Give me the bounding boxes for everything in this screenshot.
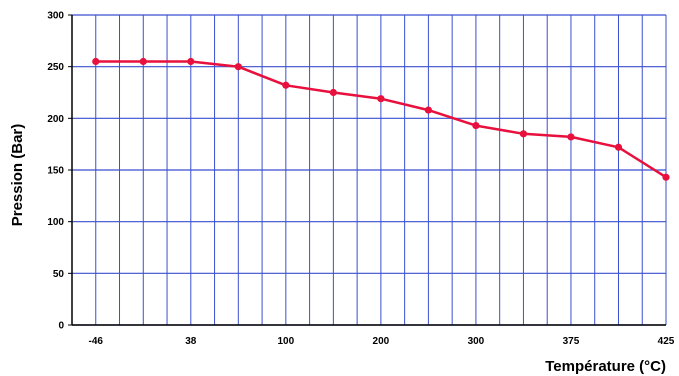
y-tick-label: 250 xyxy=(47,62,64,73)
y-tick-labels: 0 50 100 150 200 250 300 xyxy=(47,11,64,332)
data-point xyxy=(234,63,242,71)
x-tick-label: -46 xyxy=(89,336,104,347)
y-axis-title: Pression (Bar) xyxy=(9,124,26,227)
grid xyxy=(72,14,667,326)
data-point xyxy=(424,106,432,114)
data-point xyxy=(139,57,147,66)
data-point xyxy=(282,81,290,89)
x-tick-label: 300 xyxy=(468,336,485,347)
x-tick-label: 425 xyxy=(658,336,675,347)
y-tick-label: 0 xyxy=(58,321,64,332)
data-point xyxy=(567,133,575,141)
x-tick-label: 100 xyxy=(277,336,294,347)
data-point xyxy=(92,57,100,66)
x-tick-label: 200 xyxy=(373,336,390,347)
data-point xyxy=(377,95,385,103)
y-tick-label: 200 xyxy=(47,114,64,125)
y-tick-label: 150 xyxy=(47,166,64,177)
data-point xyxy=(662,173,670,181)
x-tick-labels: -46 38 100 200 300 375 425 xyxy=(89,336,675,347)
data-point xyxy=(519,130,528,138)
x-axis-title: Température (°C) xyxy=(545,358,666,375)
x-tick-label: 38 xyxy=(185,336,197,347)
data-point xyxy=(614,143,623,151)
data-point xyxy=(472,121,480,130)
series-layer xyxy=(92,57,670,181)
y-tick-label: 300 xyxy=(47,11,64,22)
data-point xyxy=(329,88,337,97)
data-point xyxy=(187,57,195,66)
y-tick-label: 100 xyxy=(47,217,64,228)
axes xyxy=(68,14,666,326)
x-tick-label: 375 xyxy=(563,336,580,347)
y-tick-label: 50 xyxy=(53,269,65,280)
